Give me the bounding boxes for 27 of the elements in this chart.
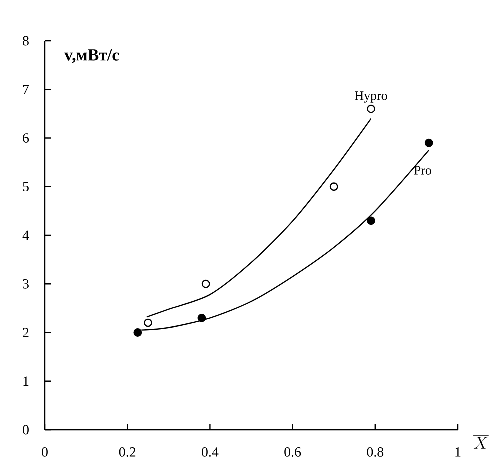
y-tick-label: 8: [23, 36, 29, 46]
point: [367, 216, 376, 226]
point: [144, 318, 152, 328]
y-tick-label: 3: [23, 279, 29, 289]
x-tick-label: 0.8: [367, 448, 384, 457]
y-tick-label: 5: [23, 182, 29, 192]
y-tick-label: 7: [23, 85, 30, 94]
y-tick-label: 0: [23, 425, 29, 435]
point: [202, 280, 210, 288]
y-tick-label: 2: [23, 328, 29, 338]
point: [134, 328, 142, 337]
point: [424, 138, 434, 148]
series-label: Pro: [414, 166, 432, 175]
point: [367, 104, 376, 114]
series-label: Hypro: [355, 92, 388, 103]
x-tick-label: 1: [456, 448, 461, 457]
x-tick-label: 0: [42, 448, 48, 457]
x-tick-label: 0.6: [284, 448, 302, 457]
y-tick-label: 1: [24, 376, 29, 386]
x-tick-label: 0.2: [119, 448, 136, 457]
y-tick-label: 6: [23, 134, 30, 143]
x-axis-title: $\overline{X}$: [474, 436, 489, 449]
point: [330, 182, 338, 192]
y-tick-label: 4: [22, 230, 30, 240]
y-axis-title: v,мВт/с: [64, 50, 120, 64]
x-tick-label: 0.4: [202, 448, 219, 457]
point: [198, 314, 206, 322]
